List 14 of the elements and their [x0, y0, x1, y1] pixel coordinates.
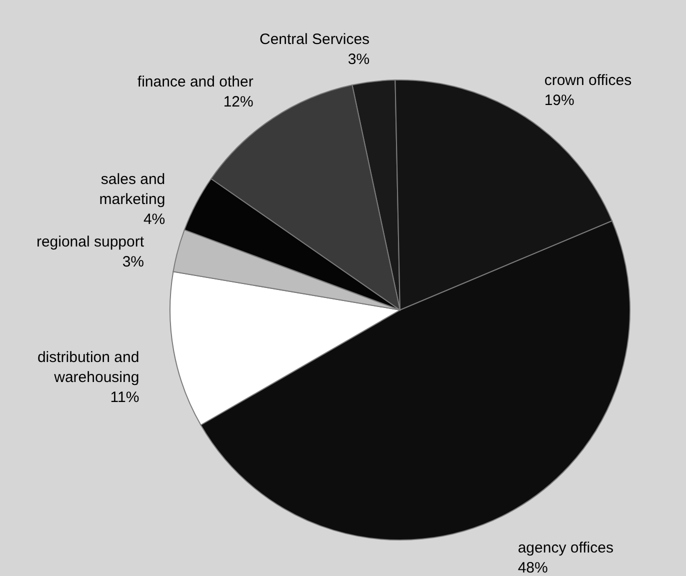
data-label: 11% — [110, 388, 140, 406]
slice-label: crown offices — [544, 72, 632, 89]
slice-label: Central Services — [259, 30, 370, 48]
data-label: 4% — [143, 211, 166, 228]
data-label: 48% — [518, 559, 548, 576]
slice-label: regional support — [36, 233, 145, 250]
slice-label: finance and other — [137, 73, 254, 90]
data-label: 3% — [122, 253, 144, 270]
data-label: 19% — [544, 92, 574, 109]
slice-label: distribution and warehousing — [37, 348, 140, 386]
slice-label: sales and marketing — [99, 171, 166, 208]
data-label: 3% — [348, 50, 370, 68]
slice-label: agency offices — [518, 539, 614, 556]
data-label: 12% — [223, 93, 254, 110]
